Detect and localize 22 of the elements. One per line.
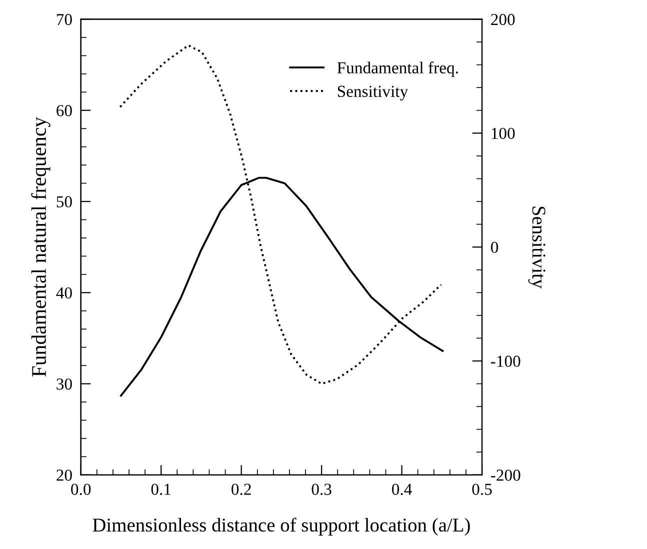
legend-label: Fundamental freq. [337,62,458,77]
y2-tick-label: -100 [490,356,520,367]
y-tick-label: 30 [56,378,72,390]
y-tick-label: 70 [56,14,72,26]
y2-tick-label: 100 [492,128,515,140]
y-tick-label: 40 [56,287,72,299]
y2-tick-label: 0 [490,242,498,253]
y-tick-label: 20 [56,470,72,481]
y-axis-title: Fundamental natural frequency [31,116,50,377]
x-tick-label: 0.0 [71,484,91,496]
y-tick-label: 60 [56,105,72,116]
legend-label: Sensitivity [338,86,408,100]
x-axis-title: Dimensionless distance of support location (a/L) [92,518,470,536]
x-tick-label: 0.3 [312,484,332,496]
y-tick-label: 50 [56,196,72,208]
x-tick-label: 0.1 [151,484,171,496]
x-tick-label: 0.2 [232,484,251,496]
y2-tick-label: 200 [491,14,515,26]
y2-tick-label: -200 [490,470,520,481]
y2-axis-title: Sensitivity [528,206,546,289]
x-tick-label: 0.5 [472,484,492,496]
x-tick-label: 0.4 [392,484,412,496]
